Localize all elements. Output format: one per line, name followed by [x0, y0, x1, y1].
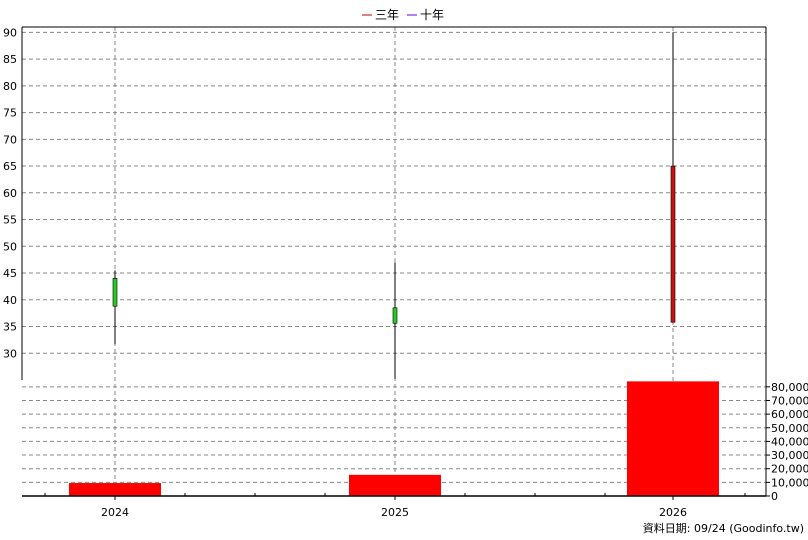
price-tick-label: 75	[3, 107, 17, 120]
price-tick-label: 90	[3, 26, 17, 39]
candle-body	[670, 165, 676, 323]
plot-area: 30 35 40 45 50 55 60 65 70 75 80 85 90 010,00020,0003…	[3, 26, 808, 519]
price-tick-label: 80	[3, 80, 17, 93]
price-tick-label: 45	[3, 267, 17, 280]
legend-label-three-year: 三年	[375, 8, 399, 22]
price-tick-label: 35	[3, 321, 17, 334]
volume-tick-label: 30,000	[771, 449, 808, 462]
chart-legend: 三年 十年	[362, 8, 444, 22]
candle-body	[112, 278, 118, 307]
volume-tick-label: 70,000	[771, 394, 808, 407]
candle-body	[392, 307, 398, 324]
footer-source: 資料日期: 09/24 (Goodinfo.tw)	[643, 521, 804, 535]
volume-bar	[627, 381, 719, 496]
x-tick-label: 2026	[659, 506, 687, 519]
legend-label-ten-year: 十年	[420, 8, 444, 22]
volume-tick-label: 80,000	[771, 381, 808, 394]
volume-tick-label: 0	[771, 490, 778, 503]
price-tick-label: 60	[3, 187, 17, 200]
price-tick-label: 65	[3, 160, 17, 173]
x-tick-label: 2025	[381, 506, 409, 519]
price-tick-label: 50	[3, 240, 17, 253]
x-tick-label: 2024	[101, 506, 129, 519]
price-tick-label: 30	[3, 347, 17, 360]
volume-tick-label: 60,000	[771, 408, 808, 421]
volume-bar	[349, 474, 441, 496]
volume-bar	[69, 483, 161, 496]
price-tick-label: 85	[3, 53, 17, 66]
volume-tick-label: 20,000	[771, 463, 808, 476]
price-tick-label: 55	[3, 214, 17, 227]
price-tick-label: 40	[3, 294, 17, 307]
price-tick-label: 70	[3, 133, 17, 146]
volume-tick-label: 50,000	[771, 422, 808, 435]
volume-tick-label: 10,000	[771, 476, 808, 489]
volume-tick-label: 40,000	[771, 435, 808, 448]
